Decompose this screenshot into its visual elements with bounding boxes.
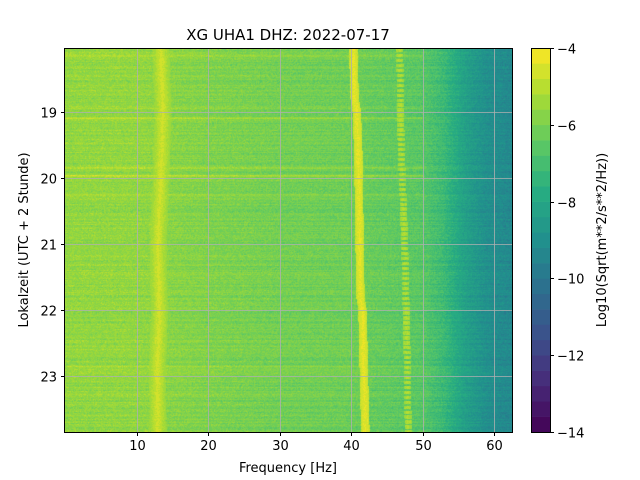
x-tick-label: 60 (486, 439, 503, 454)
colorbar-band (532, 401, 550, 417)
colorbar-band (532, 355, 550, 371)
colorbar-band (532, 109, 550, 126)
colorbar-axis: −4 −6 −8 −10 −12 −14 (550, 43, 584, 442)
colorbar-tick-label: −6 (557, 120, 576, 135)
y-axis: 19 20 21 22 23 (40, 107, 65, 386)
grid-lines (65, 49, 512, 432)
colorbar-frame (531, 48, 551, 433)
y-tick-label: 20 (40, 173, 57, 188)
colorbar-band (532, 370, 550, 387)
colorbar-tick-label: −10 (557, 273, 584, 288)
colorbar-label: Log10(Sqrt(m**2/s**2/Hz)) (595, 153, 610, 327)
y-axis-label: Lokalzeit (UTC + 2 Stunde) (17, 152, 32, 327)
x-tick-label: 10 (129, 439, 146, 454)
x-axis-label: Frequency [Hz] (239, 461, 337, 476)
x-tick-label: 50 (415, 439, 432, 454)
colorbar-band (532, 186, 550, 202)
colorbar-band (532, 78, 550, 95)
colorbar-band (532, 263, 550, 279)
colorbar-band (532, 63, 550, 80)
colorbar-band (532, 170, 550, 187)
colorbar-band (532, 201, 550, 218)
plot-frame (64, 48, 513, 433)
y-tick-label: 21 (40, 239, 57, 254)
colorbar-band (532, 155, 550, 172)
colorbar-band (532, 140, 550, 156)
x-tick-label: 30 (272, 439, 289, 454)
colorbar-band (532, 324, 550, 341)
colorbar-tick-label: −4 (557, 43, 576, 58)
chart-title: XG UHA1 DHZ: 2022-07-17 (186, 26, 390, 44)
colorbar-band (532, 385, 550, 402)
colorbar-band (532, 293, 550, 310)
colorbar-tick-label: −8 (557, 197, 576, 212)
y-tick-label: 23 (40, 371, 57, 386)
colorbar-band (532, 48, 550, 64)
heatmap-layer (65, 49, 512, 432)
x-tick-label: 20 (200, 439, 217, 454)
x-tick-label: 40 (343, 439, 360, 454)
x-axis: 10 20 30 40 50 60 (129, 432, 503, 454)
colorbar-band (532, 309, 550, 325)
y-tick-label: 19 (40, 107, 57, 122)
colorbar-band (532, 232, 550, 248)
colorbar (532, 48, 550, 433)
colorbar-band (532, 124, 550, 141)
y-tick-label: 22 (40, 305, 57, 320)
colorbar-band (532, 339, 550, 356)
colorbar-band (532, 416, 550, 433)
colorbar-tick-label: −12 (557, 350, 584, 365)
colorbar-band (532, 216, 550, 233)
colorbar-band (532, 94, 550, 110)
spectrogram-image (65, 49, 512, 432)
colorbar-tick-label: −14 (557, 427, 584, 442)
colorbar-band (532, 247, 550, 264)
colorbar-band (532, 278, 550, 295)
